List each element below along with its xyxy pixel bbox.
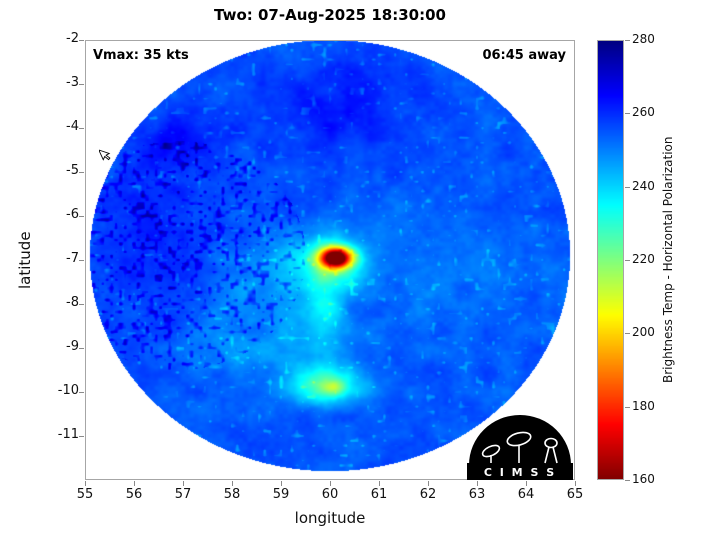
colorbar-tick-mark [625, 113, 630, 115]
cimss-logo: C I M S S [467, 415, 573, 480]
colorbar-tick-mark [625, 186, 630, 188]
colorbar-tick-label: 180 [632, 398, 655, 413]
colorbar-tick-mark [625, 406, 630, 408]
cimss-logo-observatory-icon [481, 431, 558, 464]
y-tick-label: -2 [66, 31, 79, 46]
y-tick-label: -8 [66, 295, 79, 310]
colorbar-tick-label: 240 [632, 178, 655, 193]
x-tick-label: 57 [174, 487, 192, 502]
brightness-temp-heatmap [85, 40, 575, 480]
plot-title: Two: 07-Aug-2025 18:30:00 [214, 6, 446, 24]
y-tick-mark [79, 348, 84, 349]
y-tick-label: -3 [66, 75, 79, 90]
x-tick-label: 59 [272, 487, 290, 502]
x-tick-mark [330, 481, 331, 486]
colorbar-axis-label: Brightness Temp - Horizontal Polarizatio… [661, 136, 675, 384]
y-tick-label: -11 [57, 427, 79, 442]
x-tick-label: 65 [566, 487, 584, 502]
time-away-annotation: 06:45 away [482, 48, 566, 63]
colorbar-tick-label: 200 [632, 325, 655, 340]
cimss-logo-bar [467, 463, 573, 480]
y-tick-mark [79, 436, 84, 437]
colorbar-tick-mark [625, 333, 630, 335]
y-tick-label: -7 [66, 251, 79, 266]
y-tick-label: -10 [57, 383, 79, 398]
y-tick-label: -5 [66, 163, 79, 178]
colorbar-tick-label: 260 [632, 105, 655, 120]
y-tick-mark [79, 84, 84, 85]
x-tick-mark [575, 481, 576, 486]
y-tick-mark [79, 304, 84, 305]
y-tick-mark [79, 40, 84, 41]
x-tick-label: 58 [223, 487, 241, 502]
x-axis-label: longitude [294, 509, 366, 527]
colorbar-tick-mark [625, 260, 630, 261]
x-tick-mark [183, 481, 184, 486]
vmax-annotation: Vmax: 35 kts [93, 48, 189, 63]
colorbar-tick-mark [625, 480, 630, 481]
x-tick-mark [477, 481, 478, 486]
x-tick-label: 61 [370, 487, 388, 502]
x-tick-mark [281, 481, 282, 486]
y-tick-mark [79, 392, 84, 393]
y-tick-label: -4 [66, 119, 79, 134]
x-tick-mark [232, 481, 233, 486]
x-tick-label: 64 [517, 487, 535, 502]
x-tick-label: 62 [419, 487, 437, 502]
colorbar-tick-label: 280 [632, 32, 655, 46]
y-tick-label: -6 [66, 207, 79, 222]
colorbar-tick-mark [625, 40, 630, 41]
x-tick-mark [379, 481, 380, 486]
x-tick-mark [85, 481, 86, 486]
x-tick-label: 60 [321, 487, 339, 502]
y-tick-label: -9 [66, 339, 79, 354]
y-tick-mark [79, 172, 84, 173]
y-tick-mark [79, 216, 84, 217]
cimss-logo-text: C I M S S [484, 466, 556, 479]
x-tick-label: 63 [468, 487, 486, 502]
x-tick-mark [526, 481, 527, 486]
colorbar-tick-label: 160 [632, 472, 655, 486]
x-tick-label: 56 [125, 487, 143, 502]
x-tick-mark [134, 481, 135, 486]
x-tick-label: 55 [76, 487, 94, 502]
mouse-cursor-icon [99, 149, 111, 161]
y-tick-mark [79, 260, 84, 261]
y-tick-mark [79, 128, 84, 129]
x-tick-mark [428, 481, 429, 486]
colorbar-gradient [597, 40, 624, 480]
colorbar-tick-label: 220 [632, 252, 655, 266]
y-axis-label: latitude [16, 231, 34, 289]
